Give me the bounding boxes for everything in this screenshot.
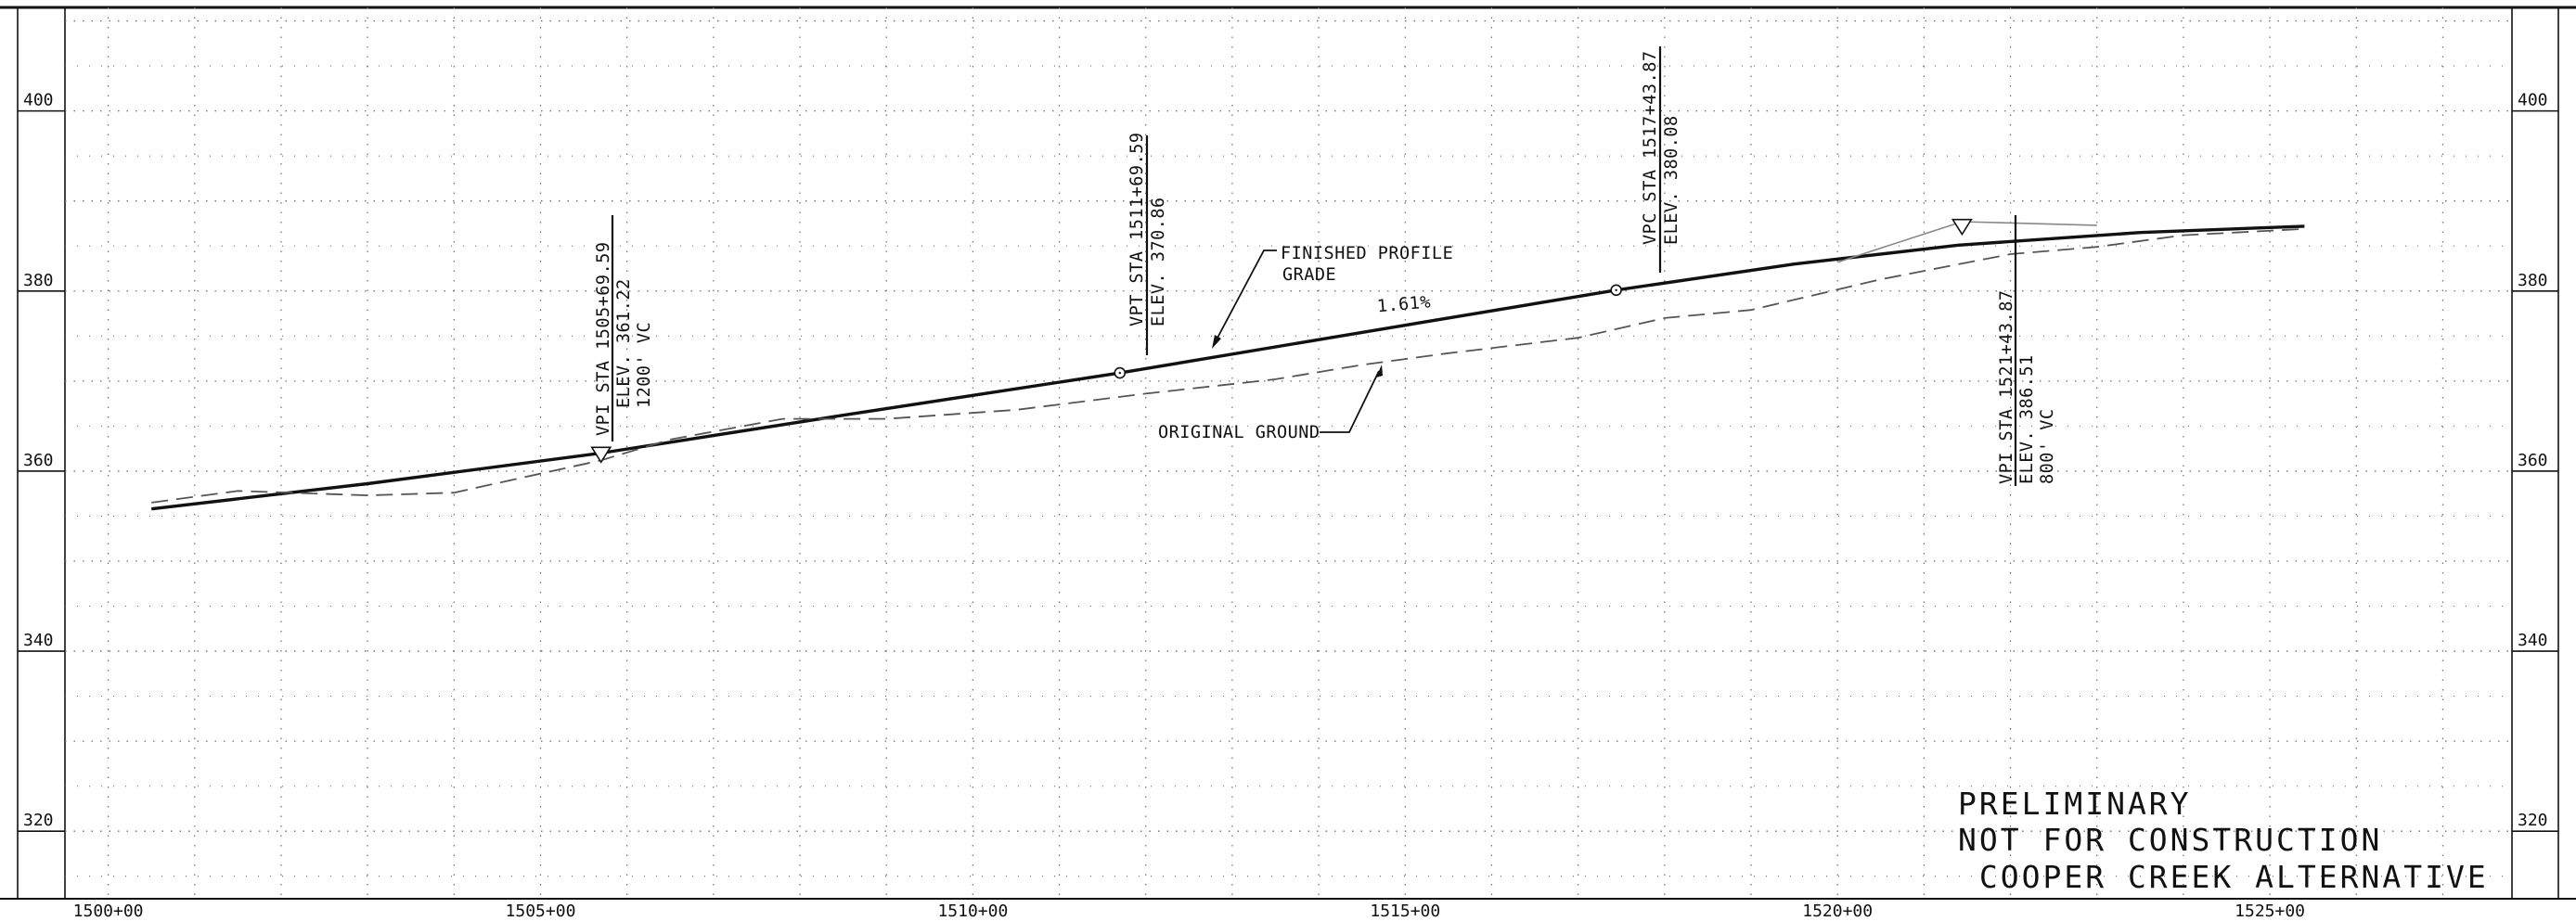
- vpi-1505-vc-label: 1200' VC: [635, 322, 654, 408]
- x-tick-label: 1500+00: [73, 902, 144, 921]
- y-tick-label-right: 320: [2518, 811, 2548, 830]
- profile-markers-layer: [590, 218, 1973, 464]
- vpi-1505-elevation-label: ELEV. 361.22: [614, 278, 634, 408]
- vpt-1511-station-label: VPT STA 1511+69.59: [1127, 133, 1147, 326]
- y-tick-label-left: 400: [23, 91, 54, 110]
- y-tick-label-right: 380: [2518, 271, 2548, 290]
- axis-ticks-layer: 320 320 340 340 360 360 380 380 400 400 1500+00 150…: [18, 91, 2558, 921]
- profile-point-center: [1118, 371, 1121, 375]
- vpc-1517-callout: VPC STA 1517+43.87 ELEV. 380.08: [1641, 46, 1681, 273]
- y-tick-label-left: 360: [23, 451, 54, 470]
- vpi-triangle-marker: [1951, 218, 1973, 237]
- vpi-1505-station-label: VPI STA 1505+69.59: [594, 242, 613, 436]
- vpi-1505-callout: VPI STA 1505+69.59 ELEV. 361.22 1200' VC: [594, 215, 654, 441]
- x-tick-label: 1520+00: [1802, 902, 1873, 921]
- y-tick-label-right: 400: [2518, 91, 2548, 110]
- original-ground-note: ORIGINAL GROUND: [1158, 365, 1383, 442]
- x-tick-label: 1525+00: [2235, 902, 2305, 921]
- original-ground-leader: [1320, 370, 1380, 433]
- finished-profile-label: FINISHED PROFILE: [1281, 244, 1453, 263]
- finished-profile-note: FINISHED PROFILE GRADE: [1212, 244, 1453, 349]
- x-tick-label: 1510+00: [937, 902, 1008, 921]
- vpi-triangle-marker: [590, 446, 612, 464]
- vpt-1511-elevation-label: ELEV. 370.86: [1149, 197, 1168, 326]
- x-tick-label: 1515+00: [1370, 902, 1440, 921]
- vpt-1511-callout: VPT STA 1511+69.59 ELEV. 370.86: [1127, 133, 1168, 355]
- vpi-1521-vc-label: 800' VC: [2038, 409, 2057, 484]
- vpi-1521-callout: VPI STA 1521+43.87 ELEV. 386.51 800' VC: [1997, 215, 2057, 486]
- y-tick-label-left: 380: [23, 271, 54, 290]
- vpc-1517-station-label: VPC STA 1517+43.87: [1641, 51, 1660, 245]
- vpi-1521-station-label: VPI STA 1521+43.87: [1997, 290, 2016, 484]
- preliminary-stamp: PRELIMINARY NOT FOR CONSTRUCTION COOPER …: [1958, 786, 2489, 895]
- y-tick-label-right: 360: [2518, 451, 2548, 470]
- original-ground-label: ORIGINAL GROUND: [1158, 423, 1320, 442]
- grade-percent-label: 1.61%: [1376, 292, 1432, 316]
- finished-profile-leader-arrow: [1212, 335, 1221, 349]
- finished-grade-line: [151, 224, 2305, 511]
- stamp-line-preliminary: PRELIMINARY: [1958, 786, 2192, 822]
- grid-layer: [65, 7, 2512, 899]
- y-tick-label-left: 340: [23, 631, 54, 650]
- stamp-line-cooper-creek: COOPER CREEK ALTERNATIVE: [1958, 859, 2489, 895]
- x-tick-label: 1505+00: [506, 902, 576, 921]
- original-ground-line: [151, 227, 2305, 504]
- original-ground-leader-arrow: [1376, 365, 1383, 377]
- finished-profile-grade-label: GRADE: [1282, 265, 1336, 285]
- y-tick-label-left: 320: [23, 811, 54, 830]
- vpi-1521-elevation-label: ELEV. 386.51: [2017, 354, 2037, 484]
- profile-point-center: [1615, 288, 1617, 292]
- vpc-1517-elevation-label: ELEV. 380.08: [1662, 115, 1681, 245]
- y-tick-label-right: 340: [2518, 631, 2548, 650]
- finished-profile-leader: [1215, 249, 1277, 342]
- stamp-line-not-for-construction: NOT FOR CONSTRUCTION: [1958, 822, 2382, 858]
